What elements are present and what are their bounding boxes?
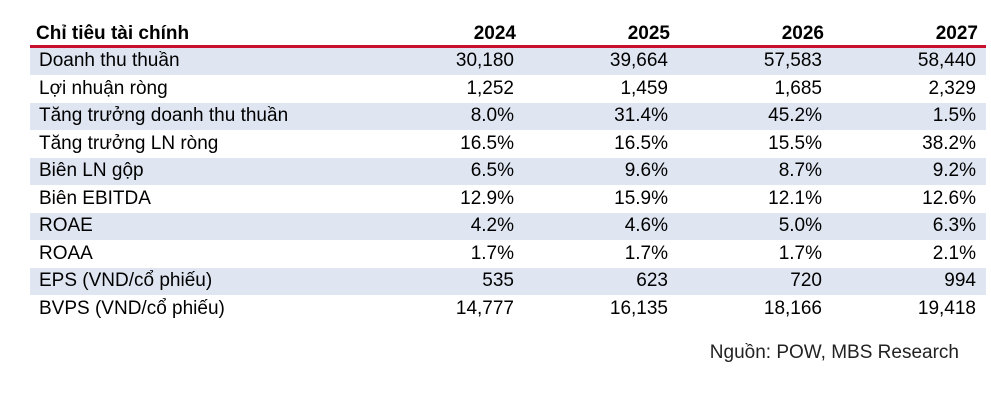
cell-value: 45.2% — [768, 105, 822, 127]
table-row: ROAE 4.2% 4.6% 5.0% 6.3% — [30, 212, 986, 240]
cell-value: 1.7% — [624, 242, 668, 264]
cell-value: 12.1% — [768, 187, 822, 209]
row-label: Biên LN gộp — [39, 160, 144, 182]
table-row: BVPS (VND/cổ phiếu) 14,777 16,135 18,166… — [30, 295, 986, 323]
financial-table-container: Chỉ tiêu tài chính 2024 2025 2026 2027 D… — [30, 20, 986, 323]
row-label: Lợi nhuận ròng — [39, 77, 168, 99]
row-label: Tăng trưởng doanh thu thuần — [39, 105, 289, 127]
table-row: Tăng trưởng LN ròng 16.5% 16.5% 15.5% 38… — [30, 130, 986, 158]
cell-value: 1,685 — [774, 77, 822, 99]
cell-value: 9.2% — [932, 160, 976, 182]
cell-value: 30,180 — [455, 50, 514, 72]
cell-value: 6.3% — [932, 215, 976, 237]
cell-value: 18,166 — [763, 297, 822, 319]
cell-value: 6.5% — [470, 160, 514, 182]
row-label: Tăng trưởng LN ròng — [39, 132, 219, 154]
table-row: Biên EBITDA 12.9% 15.9% 12.1% 12.6% — [30, 185, 986, 213]
row-label: ROAA — [39, 242, 93, 264]
table-row: Tăng trưởng doanh thu thuần 8.0% 31.4% 4… — [30, 102, 986, 130]
cell-value: 15.9% — [614, 187, 668, 209]
cell-value: 9.6% — [624, 160, 668, 182]
cell-value: 58,440 — [917, 50, 976, 72]
cell-value: 1.7% — [778, 242, 822, 264]
row-label: ROAE — [39, 215, 93, 237]
financial-indicators-table: Chỉ tiêu tài chính 2024 2025 2026 2027 D… — [30, 20, 986, 323]
cell-value: 12.9% — [460, 187, 514, 209]
cell-value: 39,664 — [609, 50, 668, 72]
cell-value: 1,252 — [466, 77, 514, 99]
header-year-2024: 2024 — [473, 23, 516, 44]
cell-value: 16.5% — [614, 132, 668, 154]
cell-value: 4.6% — [624, 215, 668, 237]
source-note: Nguồn: POW, MBS Research — [709, 342, 959, 363]
cell-value: 16,135 — [609, 297, 668, 319]
header-year-2025: 2025 — [627, 23, 670, 44]
table-row: Biên LN gộp 6.5% 9.6% 8.7% 9.2% — [30, 157, 986, 185]
table-row: ROAA 1.7% 1.7% 1.7% 2.1% — [30, 240, 986, 268]
cell-value: 4.2% — [470, 215, 514, 237]
cell-value: 2,329 — [928, 77, 976, 99]
cell-value: 2.1% — [932, 242, 976, 264]
cell-value: 623 — [636, 270, 668, 292]
cell-value: 8.0% — [470, 105, 514, 127]
cell-value: 1.7% — [470, 242, 514, 264]
row-label: Doanh thu thuần — [39, 50, 180, 72]
header-year-2027: 2027 — [935, 23, 978, 44]
cell-value: 31.4% — [614, 105, 668, 127]
cell-value: 14,777 — [455, 297, 514, 319]
row-label: BVPS (VND/cổ phiếu) — [39, 297, 225, 319]
table-body: Doanh thu thuần 30,180 39,664 57,583 58,… — [30, 46, 986, 323]
cell-value: 5.0% — [778, 215, 822, 237]
header-row: Chỉ tiêu tài chính 2024 2025 2026 2027 — [30, 20, 986, 47]
table-row: Lợi nhuận ròng 1,252 1,459 1,685 2,329 — [30, 75, 986, 103]
cell-value: 1.5% — [932, 105, 976, 127]
cell-value: 38.2% — [922, 132, 976, 154]
cell-value: 12.6% — [922, 187, 976, 209]
cell-value: 57,583 — [763, 50, 822, 72]
cell-value: 535 — [482, 270, 514, 292]
cell-value: 16.5% — [460, 132, 514, 154]
table-row: EPS (VND/cổ phiếu) 535 623 720 994 — [30, 267, 986, 295]
table-row: Doanh thu thuần 30,180 39,664 57,583 58,… — [30, 46, 986, 75]
cell-value: 994 — [944, 270, 976, 292]
cell-value: 720 — [790, 270, 822, 292]
cell-value: 8.7% — [778, 160, 822, 182]
cell-value: 19,418 — [917, 297, 976, 319]
header-year-2026: 2026 — [781, 23, 824, 44]
header-label: Chỉ tiêu tài chính — [36, 23, 190, 44]
row-label: Biên EBITDA — [39, 187, 151, 209]
row-label: EPS (VND/cổ phiếu) — [39, 270, 213, 292]
cell-value: 15.5% — [768, 132, 822, 154]
table-header: Chỉ tiêu tài chính 2024 2025 2026 2027 — [30, 20, 986, 47]
cell-value: 1,459 — [620, 77, 668, 99]
